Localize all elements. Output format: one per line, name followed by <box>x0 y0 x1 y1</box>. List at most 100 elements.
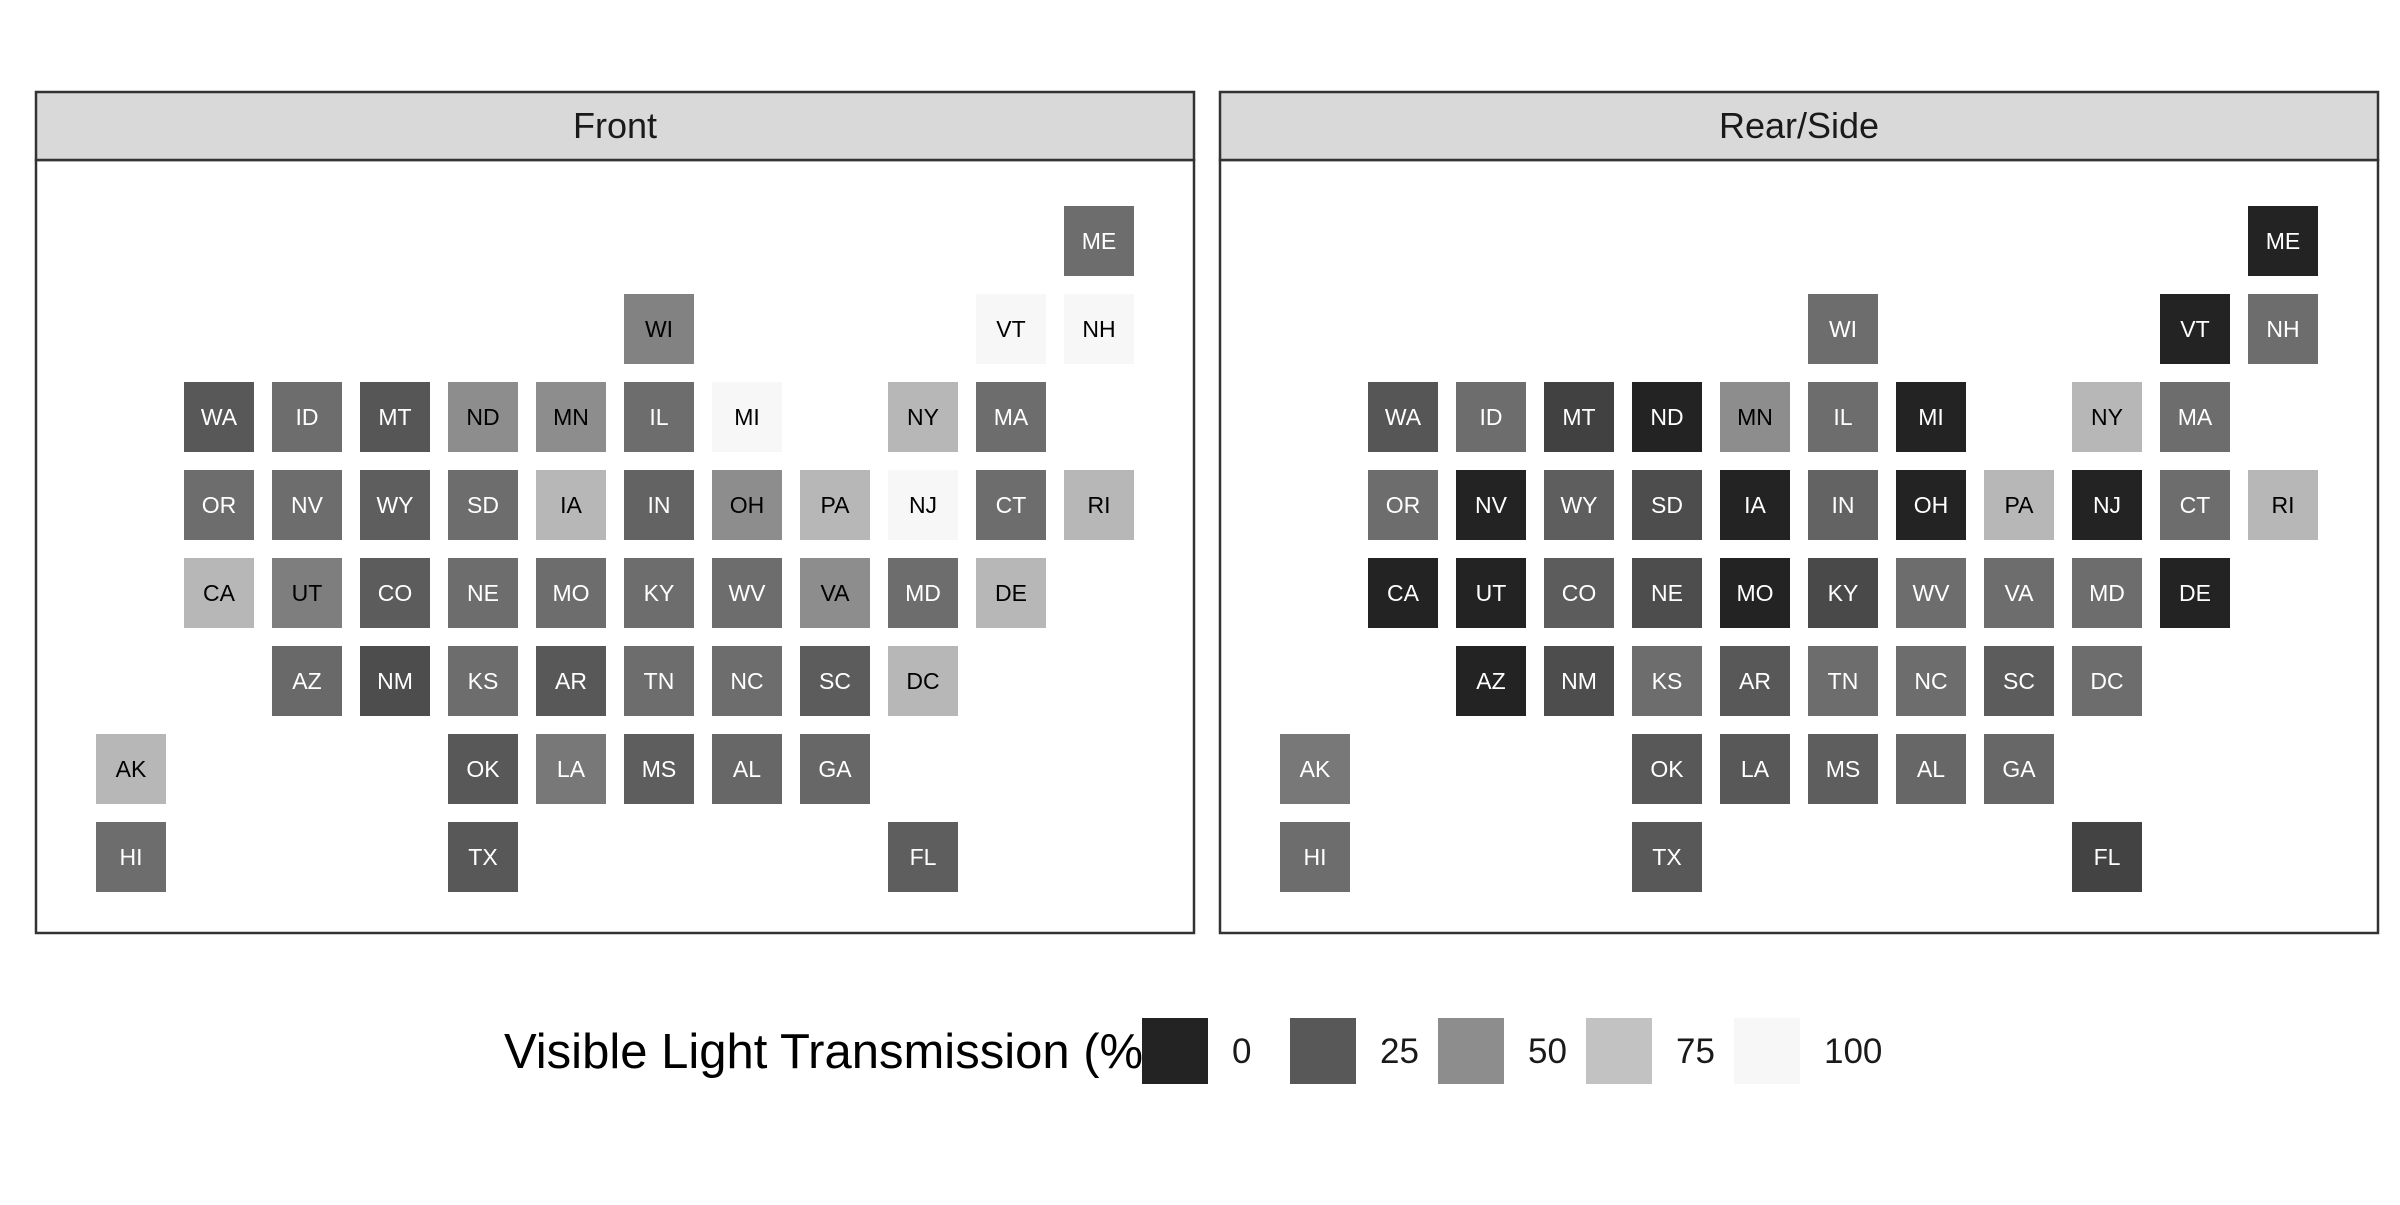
state-tile-ny <box>2072 382 2142 452</box>
legend-title: Visible Light Transmission (%) <box>504 1025 1159 1079</box>
state-tile-label: VT <box>996 316 1025 342</box>
state-tile-label: WY <box>1560 492 1597 518</box>
state-tile-sc <box>800 646 870 716</box>
state-tile-mn <box>536 382 606 452</box>
state-tile-label: WV <box>1912 580 1950 606</box>
state-tile-label: IL <box>649 404 668 430</box>
state-tile-hi <box>1280 822 1350 892</box>
legend: Visible Light Transmission (%) 0 25 50 75 100 <box>504 1018 1882 1084</box>
state-tile-label: SD <box>467 492 499 518</box>
state-tile-label: NM <box>377 668 413 694</box>
state-tile-mo <box>1720 558 1790 628</box>
state-tile-tn <box>624 646 694 716</box>
state-tile-nv <box>1456 470 1526 540</box>
state-tile-mi <box>712 382 782 452</box>
state-tile-ky <box>1808 558 1878 628</box>
state-tile-label: RI <box>2272 492 2295 518</box>
facet-strip-label: Front <box>573 105 657 146</box>
state-tile-label: IL <box>1833 404 1852 430</box>
state-tile-label: VT <box>2180 316 2209 342</box>
state-tile-hi <box>96 822 166 892</box>
state-tile-ar <box>1720 646 1790 716</box>
state-tile-id <box>1456 382 1526 452</box>
state-tile-label: TN <box>1828 668 1859 694</box>
state-tile-ar <box>536 646 606 716</box>
state-tile-label: NM <box>1561 668 1597 694</box>
state-tile-label: NV <box>1475 492 1508 518</box>
state-tile-label: FL <box>910 844 937 870</box>
state-tile-ga <box>1984 734 2054 804</box>
state-tile-ms <box>624 734 694 804</box>
state-tile-ks <box>448 646 518 716</box>
state-tile-label: ID <box>1480 404 1503 430</box>
state-tile-label: KY <box>1828 580 1859 606</box>
state-tile-label: WI <box>645 316 673 342</box>
state-tile-oh <box>712 470 782 540</box>
state-tile-nj <box>888 470 958 540</box>
state-tile-label: OR <box>202 492 237 518</box>
state-tile-pa <box>1984 470 2054 540</box>
state-tile-me <box>2248 206 2318 276</box>
state-tile-label: RI <box>1088 492 1111 518</box>
state-tile-label: NY <box>2091 404 2123 430</box>
legend-key-75 <box>1586 1018 1652 1084</box>
state-tile-ky <box>624 558 694 628</box>
state-tile-ct <box>2160 470 2230 540</box>
state-tile-la <box>536 734 606 804</box>
state-tile-label: TN <box>644 668 675 694</box>
state-tile-label: ME <box>2266 228 2301 254</box>
state-tile-label: MA <box>994 404 1029 430</box>
state-tile-label: WV <box>728 580 766 606</box>
panel-frame <box>34 158 1196 935</box>
state-tile-label: IN <box>648 492 671 518</box>
state-tile-vt <box>976 294 1046 364</box>
state-tile-oh <box>1896 470 1966 540</box>
state-tile-label: ND <box>466 404 499 430</box>
state-tile-co <box>360 558 430 628</box>
state-tile-label: AZ <box>1476 668 1505 694</box>
state-tile-label: OH <box>1914 492 1949 518</box>
state-tile-ma <box>2160 382 2230 452</box>
state-tile-la <box>1720 734 1790 804</box>
state-tile-label: AL <box>733 756 761 782</box>
state-tile-sd <box>1632 470 1702 540</box>
state-tile-dc <box>888 646 958 716</box>
state-tile-label: MT <box>1562 404 1595 430</box>
state-tile-label: HI <box>1304 844 1327 870</box>
state-tile-ks <box>1632 646 1702 716</box>
state-tile-nm <box>360 646 430 716</box>
state-tile-pa <box>800 470 870 540</box>
state-tile-in <box>1808 470 1878 540</box>
state-tile-label: DC <box>906 668 939 694</box>
state-tile-label: MN <box>1737 404 1773 430</box>
state-tile-label: GA <box>818 756 852 782</box>
state-tile-wi <box>1808 294 1878 364</box>
state-tile-md <box>2072 558 2142 628</box>
state-tile-label: NJ <box>2093 492 2121 518</box>
state-tile-label: ND <box>1650 404 1683 430</box>
state-tile-label: WI <box>1829 316 1857 342</box>
state-tile-label: FL <box>2094 844 2121 870</box>
state-tile-label: DE <box>995 580 1027 606</box>
state-tile-ak <box>96 734 166 804</box>
state-tile-label: MT <box>378 404 411 430</box>
state-tile-label: MN <box>553 404 589 430</box>
state-tile-label: NV <box>291 492 324 518</box>
legend-label: 75 <box>1676 1032 1715 1071</box>
legend-key-100 <box>1734 1018 1800 1084</box>
state-tile-mi <box>1896 382 1966 452</box>
state-tile-ne <box>1632 558 1702 628</box>
state-tile-ms <box>1808 734 1878 804</box>
state-tile-nc <box>1896 646 1966 716</box>
state-tile-wy <box>360 470 430 540</box>
state-tile-label: NJ <box>909 492 937 518</box>
state-tile-dc <box>2072 646 2142 716</box>
state-tile-label: LA <box>1741 756 1770 782</box>
legend-key-25 <box>1290 1018 1356 1084</box>
state-tile-wy <box>1544 470 1614 540</box>
state-tile-al <box>712 734 782 804</box>
state-tile-label: MD <box>905 580 941 606</box>
state-tile-label: IA <box>560 492 582 518</box>
state-tile-label: OK <box>1650 756 1684 782</box>
